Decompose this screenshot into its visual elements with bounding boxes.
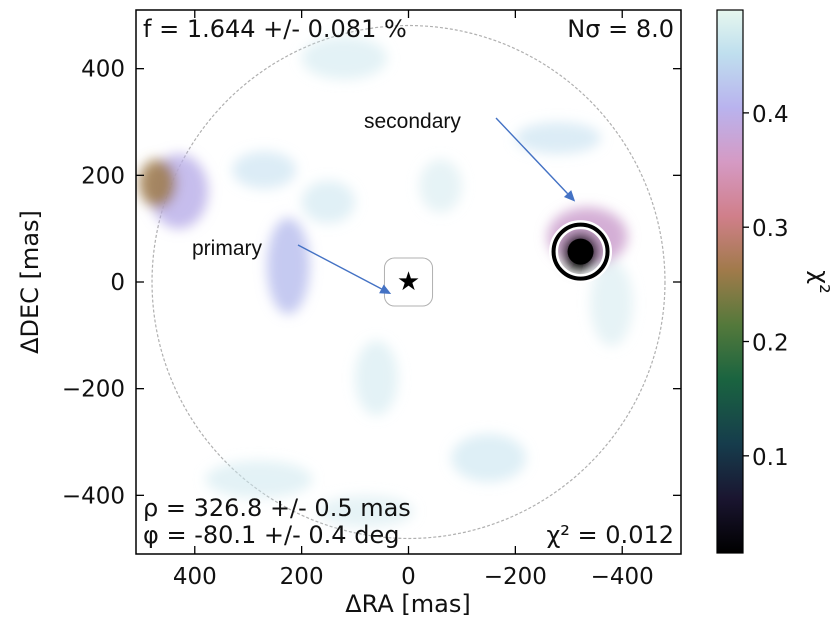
chi2-blob bbox=[515, 121, 601, 155]
chi2-blob bbox=[232, 151, 297, 189]
chi2-blobs bbox=[138, 36, 633, 528]
y-tick-label: 400 bbox=[81, 57, 125, 83]
y-tick-label: 200 bbox=[81, 163, 125, 189]
y-axis-label: ΔDEC [mas] bbox=[16, 210, 44, 354]
colorbar bbox=[716, 9, 744, 554]
inner-mask bbox=[383, 257, 434, 307]
chi2-blob bbox=[419, 159, 462, 213]
companion-core bbox=[567, 238, 594, 265]
y-ticks: 400 200 0 −200 −400 bbox=[62, 57, 681, 509]
chi2-blob bbox=[138, 159, 177, 208]
colorbar-tick-label: 0.1 bbox=[752, 445, 789, 471]
annotations: primary secondary bbox=[192, 110, 576, 294]
x-ticks: 400 200 0 −200 −400 bbox=[173, 10, 654, 590]
x-tick-label: 200 bbox=[280, 564, 324, 590]
secondary-label: secondary bbox=[364, 110, 461, 133]
y-tick-label: −400 bbox=[62, 483, 125, 509]
colorbar-label: χ² bbox=[806, 270, 834, 293]
chi2-blob bbox=[266, 217, 310, 315]
colorbar-tick-label: 0.2 bbox=[752, 331, 789, 357]
colorbar-tick-label: 0.3 bbox=[752, 216, 789, 242]
chi2-text: χ² = 0.012 bbox=[546, 521, 674, 549]
rho-text: ρ = 326.8 +/- 0.5 mas bbox=[143, 494, 411, 522]
primary-star-icon: ★ bbox=[397, 267, 420, 297]
primary-arrow bbox=[297, 244, 382, 290]
phi-text: φ = -80.1 +/- 0.4 deg bbox=[143, 521, 399, 549]
secondary-arrow bbox=[495, 117, 569, 195]
chi2-blob bbox=[205, 460, 313, 499]
x-axis-label: ΔRA [mas] bbox=[345, 590, 470, 618]
companion-ring-black bbox=[551, 222, 610, 281]
chi2-blob bbox=[451, 433, 527, 483]
primary-label: primary bbox=[192, 237, 263, 260]
primary-arrowhead bbox=[379, 284, 392, 294]
nsigma-text: Nσ = 8.0 bbox=[567, 15, 674, 43]
y-tick-label: −200 bbox=[62, 377, 125, 403]
x-tick-label: −200 bbox=[484, 564, 547, 590]
companion-marker bbox=[549, 220, 613, 284]
chi2-blob bbox=[590, 260, 633, 347]
chi2-blob bbox=[317, 495, 414, 528]
x-tick-label: −400 bbox=[591, 564, 654, 590]
y-tick-label: 0 bbox=[110, 270, 125, 296]
x-tick-label: 400 bbox=[173, 564, 217, 590]
colorbar-tick-label: 0.4 bbox=[752, 102, 789, 128]
colorbar-ticks: 0.4 0.3 0.2 0.1 bbox=[743, 102, 789, 471]
chi2-blob bbox=[355, 340, 398, 416]
chi2-blob bbox=[301, 36, 388, 80]
chi2-blob bbox=[301, 180, 356, 224]
f-text: f = 1.644 +/- 0.081 % bbox=[143, 15, 407, 43]
x-tick-label: 0 bbox=[401, 564, 416, 590]
secondary-arrowhead bbox=[563, 190, 576, 202]
plot-area: ★ bbox=[136, 10, 681, 554]
